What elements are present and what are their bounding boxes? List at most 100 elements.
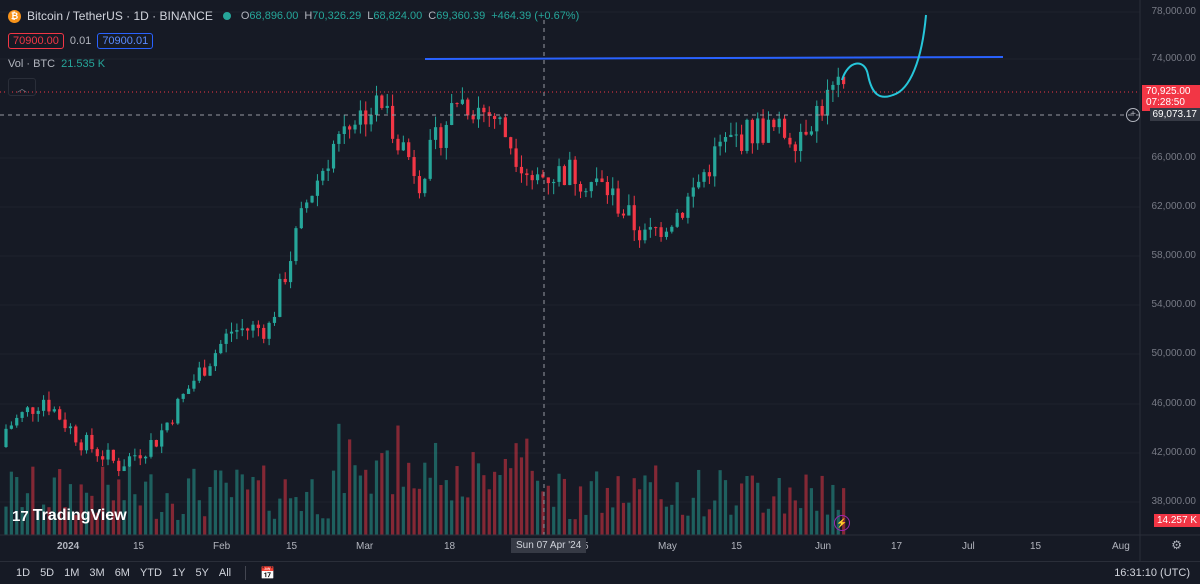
buy-button[interactable]: 70900.01 — [97, 33, 154, 49]
candle-body — [680, 212, 685, 218]
add-alert-icon[interactable]: + — [1126, 108, 1140, 122]
settings-gear-icon[interactable]: ⚙ — [1171, 538, 1182, 552]
candle-body — [331, 143, 336, 169]
candle-body — [36, 410, 40, 414]
volume-bar — [203, 516, 207, 535]
volume-bar — [627, 502, 631, 535]
sell-button[interactable]: 70900.00 — [8, 33, 64, 49]
volume-bar — [342, 493, 346, 535]
candle-body — [176, 398, 180, 424]
range-button-1d[interactable]: 1D — [16, 567, 31, 579]
volume-bar — [697, 469, 701, 535]
tradingview-logo[interactable]: 17 TradingView — [12, 507, 127, 525]
candle-body — [417, 176, 422, 194]
volume-bar — [825, 514, 830, 535]
volume-bar — [535, 480, 540, 535]
candle-body — [498, 117, 502, 119]
lightning-icon[interactable]: ⚡ — [834, 515, 850, 531]
volume-bar — [390, 494, 395, 535]
volume-bar — [756, 482, 760, 535]
volume-bar — [74, 515, 78, 535]
candle-body — [294, 228, 298, 262]
time-axis-label: Mar — [356, 541, 374, 552]
range-button-all[interactable]: All — [218, 567, 232, 579]
candle-body — [466, 99, 470, 116]
candle-body — [315, 180, 320, 196]
volume-label[interactable]: Vol · BTC — [8, 58, 56, 70]
candle-body — [455, 103, 459, 105]
calendar-icon[interactable]: 📅 — [260, 566, 276, 580]
range-button-5y[interactable]: 5Y — [195, 567, 209, 579]
candlestick-series — [4, 67, 846, 477]
volume-bar — [117, 479, 121, 535]
time-axis-label: 17 — [891, 541, 903, 552]
candle-body — [734, 134, 738, 136]
volume-bar — [686, 515, 690, 535]
candle-body — [74, 426, 78, 443]
volume-bar — [804, 474, 808, 535]
candle-body — [707, 172, 711, 177]
volume-bar — [670, 504, 674, 535]
volume-bar — [493, 471, 497, 535]
symbol-title[interactable]: Bitcoin / TetherUS · 1D · BINANCE — [27, 9, 213, 23]
volume-bar — [272, 518, 277, 535]
trade-buttons: 70900.00 0.01 70900.01 — [8, 33, 154, 49]
candle-body — [423, 178, 427, 194]
candle-body — [637, 230, 642, 241]
candle-body — [568, 159, 572, 186]
collapse-legend-button[interactable]: ︿ — [8, 78, 36, 96]
candle-body — [842, 76, 846, 85]
volume-bar — [782, 513, 787, 535]
volume-bar — [246, 489, 250, 535]
volume-bar — [170, 503, 175, 535]
candle-body — [578, 183, 583, 192]
range-button-1m[interactable]: 1M — [64, 567, 80, 579]
volume-bar — [41, 504, 46, 535]
volume-bar — [213, 470, 218, 535]
volume-bar — [4, 506, 8, 535]
price-axis-label: 78,000.00 — [1151, 6, 1197, 17]
volume-bar — [299, 511, 303, 535]
volume-bar — [487, 489, 491, 535]
volume-value: 21.535 K — [61, 58, 106, 70]
range-button-3m[interactable]: 3M — [89, 567, 105, 579]
range-button-5d[interactable]: 5D — [40, 567, 55, 579]
volume-bar — [691, 497, 695, 535]
volume-bar — [219, 470, 223, 535]
candle-body — [503, 117, 507, 138]
candle-body — [412, 157, 416, 177]
volume-bar — [729, 514, 733, 535]
volume-bar — [557, 473, 561, 535]
candle-body — [68, 426, 73, 429]
range-button-1y[interactable]: 1Y — [171, 567, 186, 579]
volume-bar — [476, 463, 481, 535]
candle-body — [825, 89, 830, 116]
volume-bar — [842, 488, 846, 535]
volume-bar — [127, 465, 132, 535]
ohlc-low: L68,824.00 — [367, 10, 423, 22]
candle-body — [820, 106, 824, 116]
candle-body — [385, 105, 389, 108]
symbol-legend: ₿ Bitcoin / TetherUS · 1D · BINANCE O68,… — [8, 9, 579, 23]
volume-bar — [514, 443, 518, 535]
volume-bar — [79, 484, 83, 535]
candle-body — [831, 84, 835, 90]
candle-body — [47, 399, 51, 412]
volume-bar — [788, 487, 792, 535]
range-button-ytd[interactable]: YTD — [139, 567, 162, 579]
candle-body — [718, 141, 722, 147]
volume-bar — [36, 509, 40, 535]
range-button-6m[interactable]: 6M — [114, 567, 130, 579]
tv-logo-icon: 17 — [12, 507, 29, 525]
candle-body — [541, 174, 545, 178]
volume-bar — [192, 468, 196, 535]
volume-bar — [815, 510, 819, 535]
candle-body — [278, 278, 282, 317]
candle-body — [219, 343, 223, 354]
time-axis-label: 15 — [731, 541, 743, 552]
candle-body — [723, 137, 728, 142]
utc-clock[interactable]: 16:31:10 (UTC) — [1114, 567, 1190, 579]
volume-bar — [616, 476, 620, 535]
volume-bar — [525, 438, 529, 535]
